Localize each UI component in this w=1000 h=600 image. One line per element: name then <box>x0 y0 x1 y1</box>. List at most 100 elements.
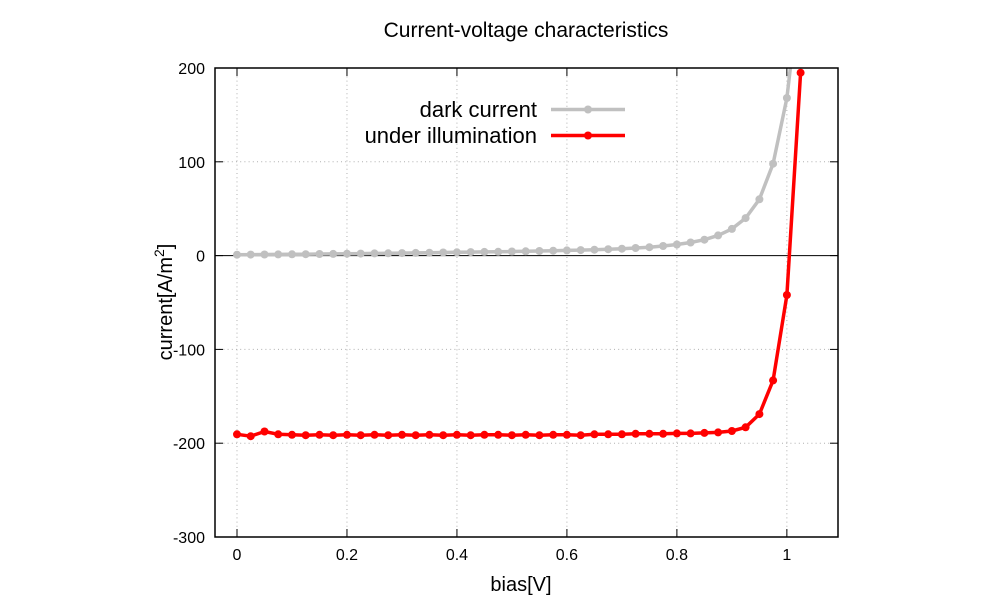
data-point-dark-current <box>576 246 585 255</box>
y-tick-label: 0 <box>196 249 205 266</box>
data-point-under-illumination <box>782 291 791 299</box>
data-point-under-illumination <box>233 430 241 439</box>
data-point-dark-current <box>769 159 778 168</box>
data-point-under-illumination <box>549 430 558 439</box>
data-point-dark-current <box>452 248 461 257</box>
x-axis-label: bias[V] <box>490 574 551 596</box>
data-point-dark-current <box>384 249 393 258</box>
data-point-under-illumination <box>562 430 571 439</box>
data-point-under-illumination <box>301 431 310 440</box>
data-point-dark-current <box>562 246 571 255</box>
y-tick-label: 200 <box>178 61 205 78</box>
data-point-under-illumination <box>398 430 406 439</box>
data-point-under-illumination <box>370 430 379 439</box>
data-point-under-illumination <box>260 427 269 436</box>
data-point-under-illumination <box>343 430 351 439</box>
data-point-dark-current <box>672 240 681 249</box>
y-tick-label: -200 <box>173 436 205 453</box>
data-point-under-illumination <box>466 431 475 440</box>
data-point-under-illumination <box>315 430 324 439</box>
data-point-under-illumination <box>631 429 640 438</box>
y-axis-label-suffix: ] <box>155 244 177 250</box>
data-point-under-illumination <box>576 431 585 440</box>
grid-layer <box>215 68 838 537</box>
data-point-dark-current <box>714 231 723 240</box>
x-tick-label: 0.6 <box>556 547 578 564</box>
data-point-dark-current <box>507 247 516 256</box>
data-point-under-illumination <box>384 431 393 440</box>
legend-item-under-illumination: under illumination <box>365 123 625 148</box>
data-point-dark-current <box>741 214 750 223</box>
data-point-dark-current <box>315 250 324 258</box>
y-axis-label: current[A/m2] <box>151 244 177 361</box>
data-point-under-illumination <box>686 429 695 438</box>
x-tick-label: 0.2 <box>336 547 358 564</box>
data-point-dark-current <box>727 224 736 233</box>
data-point-under-illumination <box>727 427 736 435</box>
data-point-dark-current <box>549 246 558 255</box>
data-point-dark-current <box>480 247 489 256</box>
data-point-under-illumination <box>452 430 461 439</box>
y-axis-label-superscript: 2 <box>151 249 167 257</box>
data-point-under-illumination <box>645 429 654 438</box>
x-tick-label: 0.4 <box>446 547 468 564</box>
y-tick-label: -100 <box>173 342 205 359</box>
data-point-under-illumination <box>288 430 296 439</box>
data-point-dark-current <box>411 248 420 257</box>
chart-title: Current-voltage characteristics <box>384 19 669 42</box>
data-point-dark-current <box>535 247 544 255</box>
data-point-dark-current <box>617 244 626 253</box>
data-point-dark-current <box>700 235 709 244</box>
data-point-dark-current <box>329 249 338 258</box>
data-point-under-illumination <box>796 68 805 77</box>
data-point-dark-current <box>659 242 668 250</box>
legend: dark current under illumination <box>365 97 625 148</box>
data-point-under-illumination <box>425 430 434 439</box>
data-point-under-illumination <box>604 430 613 439</box>
legend-item-dark-current: dark current <box>420 97 625 122</box>
data-point-under-illumination <box>411 431 420 440</box>
data-point-dark-current <box>233 250 241 259</box>
data-point-under-illumination <box>246 432 255 441</box>
data-point-under-illumination <box>714 428 723 437</box>
data-point-under-illumination <box>617 430 626 439</box>
tick-labels: 0 0.2 0.4 0.6 0.8 1 200 100 0 -100 -200 -300 <box>173 61 791 564</box>
data-point-dark-current <box>494 247 503 256</box>
data-point-dark-current <box>398 249 406 258</box>
y-axis-label-prefix: current[A/m <box>155 257 177 360</box>
data-point-dark-current <box>631 244 640 252</box>
data-point-dark-current <box>370 249 379 258</box>
plot-border <box>214 67 839 538</box>
data-point-under-illumination <box>659 429 668 438</box>
data-point-under-illumination <box>480 430 489 439</box>
data-point-dark-current <box>439 248 448 257</box>
data-point-dark-current <box>466 248 475 257</box>
legend-label-dark-current: dark current <box>420 97 537 122</box>
legend-sample-marker-dark-current <box>584 105 592 114</box>
data-point-dark-current <box>260 250 269 259</box>
data-point-under-illumination <box>274 430 283 439</box>
data-point-dark-current <box>274 250 283 259</box>
data-point-under-illumination <box>535 431 544 440</box>
data-point-dark-current <box>356 249 365 258</box>
x-tick-label: 0 <box>233 547 242 564</box>
data-point-dark-current <box>604 245 613 254</box>
data-point-under-illumination <box>755 410 764 419</box>
data-point-dark-current <box>782 94 791 102</box>
data-point-dark-current <box>645 243 654 252</box>
y-tick-label: -300 <box>173 530 205 547</box>
data-point-under-illumination <box>494 430 503 439</box>
data-point-dark-current <box>590 245 599 254</box>
data-point-under-illumination <box>356 431 365 440</box>
data-point-under-illumination <box>769 376 778 385</box>
data-point-dark-current <box>521 247 530 256</box>
legend-label-under-illumination: under illumination <box>365 123 537 148</box>
data-point-under-illumination <box>507 431 516 440</box>
data-point-under-illumination <box>329 431 338 440</box>
data-point-under-illumination <box>700 428 709 437</box>
data-point-under-illumination <box>741 423 750 432</box>
data-point-under-illumination <box>521 430 530 439</box>
series-layer <box>233 68 805 441</box>
